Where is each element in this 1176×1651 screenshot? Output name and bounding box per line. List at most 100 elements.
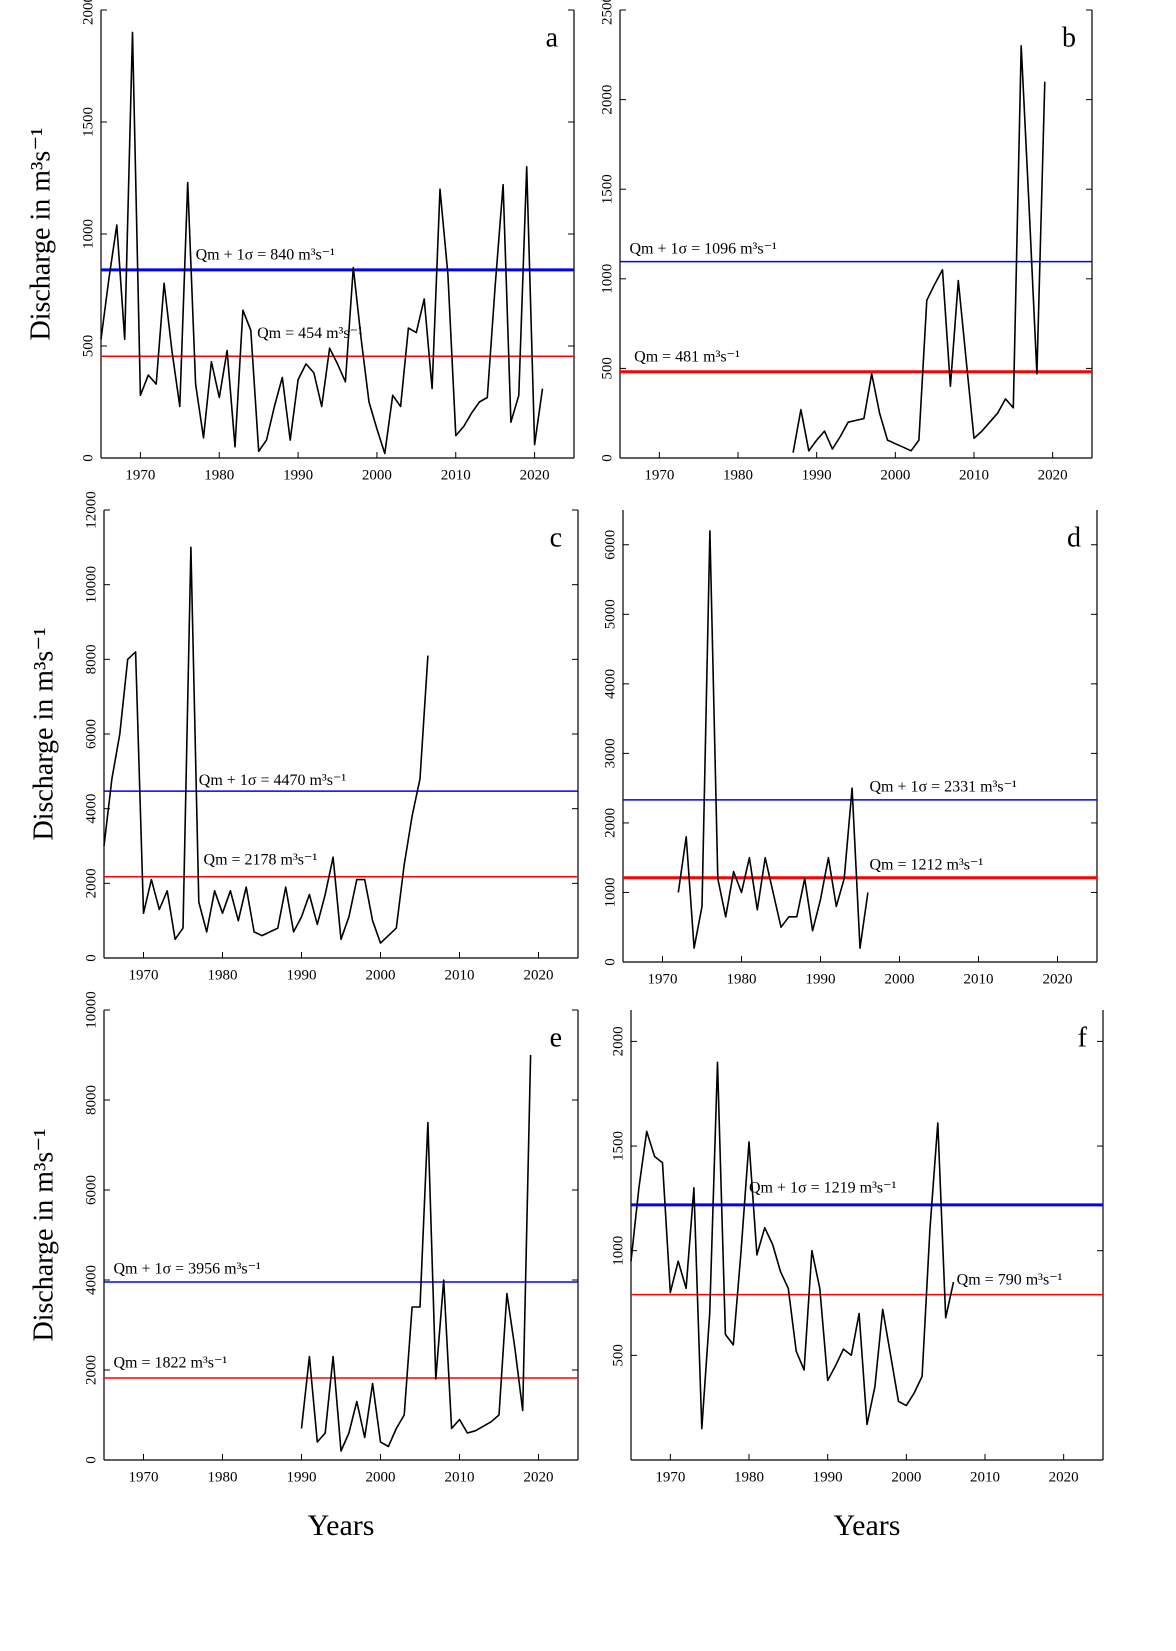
y-tick-label: 0 [599,454,615,462]
x-tick-label: 1970 [648,971,678,987]
x-tick-label: 1980 [204,467,234,483]
data-line [300,1054,532,1452]
data-line [103,546,429,944]
x-tick-label: 1990 [806,971,836,987]
x-tick-label: 2020 [520,467,550,483]
y-axis-title: Discharge in m³s⁻¹ [25,127,56,340]
y-tick-label: 500 [610,1344,626,1367]
reference-label: Qm = 790 m³s⁻¹ [957,1271,1063,1288]
y-tick-label: 12000 [83,491,99,529]
y-tick-label: 4000 [83,794,99,824]
y-tick-label: 500 [80,335,96,358]
x-tick-label: 1980 [734,1469,764,1485]
x-tick-label: 2010 [445,1469,475,1485]
panel-label: e [550,1022,562,1053]
y-tick-label: 10000 [83,991,99,1029]
reference-label: Qm + 1σ = 1096 m³s⁻¹ [629,240,777,257]
y-tick-label: 2000 [83,868,99,898]
reference-label: Qm = 454 m³s⁻¹ [257,325,363,342]
reference-label: Qm + 1σ = 3956 m³s⁻¹ [113,1261,261,1278]
x-axis-title: Years [834,1509,901,1542]
x-tick-label: 2020 [1049,1469,1079,1485]
y-tick-label: 0 [80,454,96,462]
data-line [792,45,1046,453]
y-tick-label: 8000 [83,644,99,674]
y-tick-label: 1500 [80,107,96,137]
reference-label: Qm + 1σ = 1219 m³s⁻¹ [749,1180,897,1197]
y-tick-label: 5000 [602,599,618,629]
x-tick-label: 1970 [655,1469,685,1485]
y-tick-label: 3000 [602,738,618,768]
x-tick-label: 2020 [1043,971,1073,987]
x-tick-label: 1970 [644,467,674,483]
x-tick-label: 2010 [964,971,994,987]
panel-label: f [1078,1022,1088,1053]
y-tick-label: 2000 [599,85,615,115]
y-tick-label: 1500 [599,174,615,204]
y-tick-label: 2000 [80,0,96,25]
x-tick-label: 1990 [287,967,317,983]
y-tick-label: 8000 [83,1085,99,1115]
y-tick-label: 6000 [602,530,618,560]
reference-label: Qm = 1212 m³s⁻¹ [869,856,983,873]
reference-label: Qm = 2178 m³s⁻¹ [204,851,318,868]
y-tick-label: 1000 [80,219,96,249]
x-tick-label: 2010 [441,467,471,483]
y-tick-label: 1000 [602,877,618,907]
x-tick-label: 2000 [891,1469,921,1485]
y-tick-label: 4000 [602,669,618,699]
data-line [100,31,544,455]
x-tick-label: 1970 [129,1469,159,1485]
y-tick-label: 1000 [599,264,615,294]
x-tick-label: 2000 [885,971,915,987]
y-tick-label: 1000 [610,1236,626,1266]
y-tick-label: 2000 [83,1355,99,1385]
x-tick-label: 1970 [125,467,155,483]
x-tick-label: 2000 [366,967,396,983]
x-tick-label: 1980 [723,467,753,483]
panel-label: c [550,522,562,553]
panel-label: a [546,22,559,53]
y-tick-label: 1500 [610,1131,626,1161]
x-tick-label: 2020 [524,1469,554,1485]
y-axis-title: Discharge in m³s⁻¹ [28,1128,59,1341]
x-tick-label: 1980 [208,1469,238,1485]
x-tick-label: 2020 [524,967,554,983]
y-tick-label: 0 [602,958,618,966]
x-tick-label: 1980 [208,967,238,983]
y-tick-label: 6000 [83,1175,99,1205]
x-tick-label: 1990 [802,467,832,483]
x-tick-label: 2000 [366,1469,396,1485]
y-tick-label: 2500 [599,0,615,25]
data-line [630,1061,955,1430]
reference-label: Qm + 1σ = 840 m³s⁻¹ [196,247,336,264]
panel-label: b [1062,22,1076,53]
x-tick-label: 2010 [959,467,989,483]
data-line [677,530,869,949]
reference-label: Qm + 1σ = 4470 m³s⁻¹ [199,772,347,789]
y-tick-label: 500 [599,357,615,380]
y-tick-label: 0 [83,1456,99,1464]
panel-label: d [1067,522,1081,553]
y-tick-label: 0 [83,954,99,962]
y-tick-label: 4000 [83,1265,99,1295]
x-tick-label: 1990 [283,467,313,483]
x-tick-label: 1990 [813,1469,843,1485]
reference-label: Qm = 1822 m³s⁻¹ [113,1355,227,1372]
x-tick-label: 1990 [287,1469,317,1485]
x-tick-label: 2020 [1038,467,1068,483]
reference-label: Qm = 481 m³s⁻¹ [634,348,740,365]
reference-label: Qm + 1σ = 2331 m³s⁻¹ [869,779,1017,796]
x-tick-label: 2010 [970,1469,1000,1485]
x-tick-label: 1970 [129,967,159,983]
x-tick-label: 2000 [880,467,910,483]
y-tick-label: 6000 [83,719,99,749]
y-tick-label: 10000 [83,566,99,604]
y-tick-label: 2000 [602,808,618,838]
x-tick-label: 2010 [445,967,475,983]
x-tick-label: 1980 [727,971,757,987]
x-tick-label: 2000 [362,467,392,483]
y-tick-label: 2000 [610,1026,626,1056]
y-axis-title: Discharge in m³s⁻¹ [28,627,59,840]
